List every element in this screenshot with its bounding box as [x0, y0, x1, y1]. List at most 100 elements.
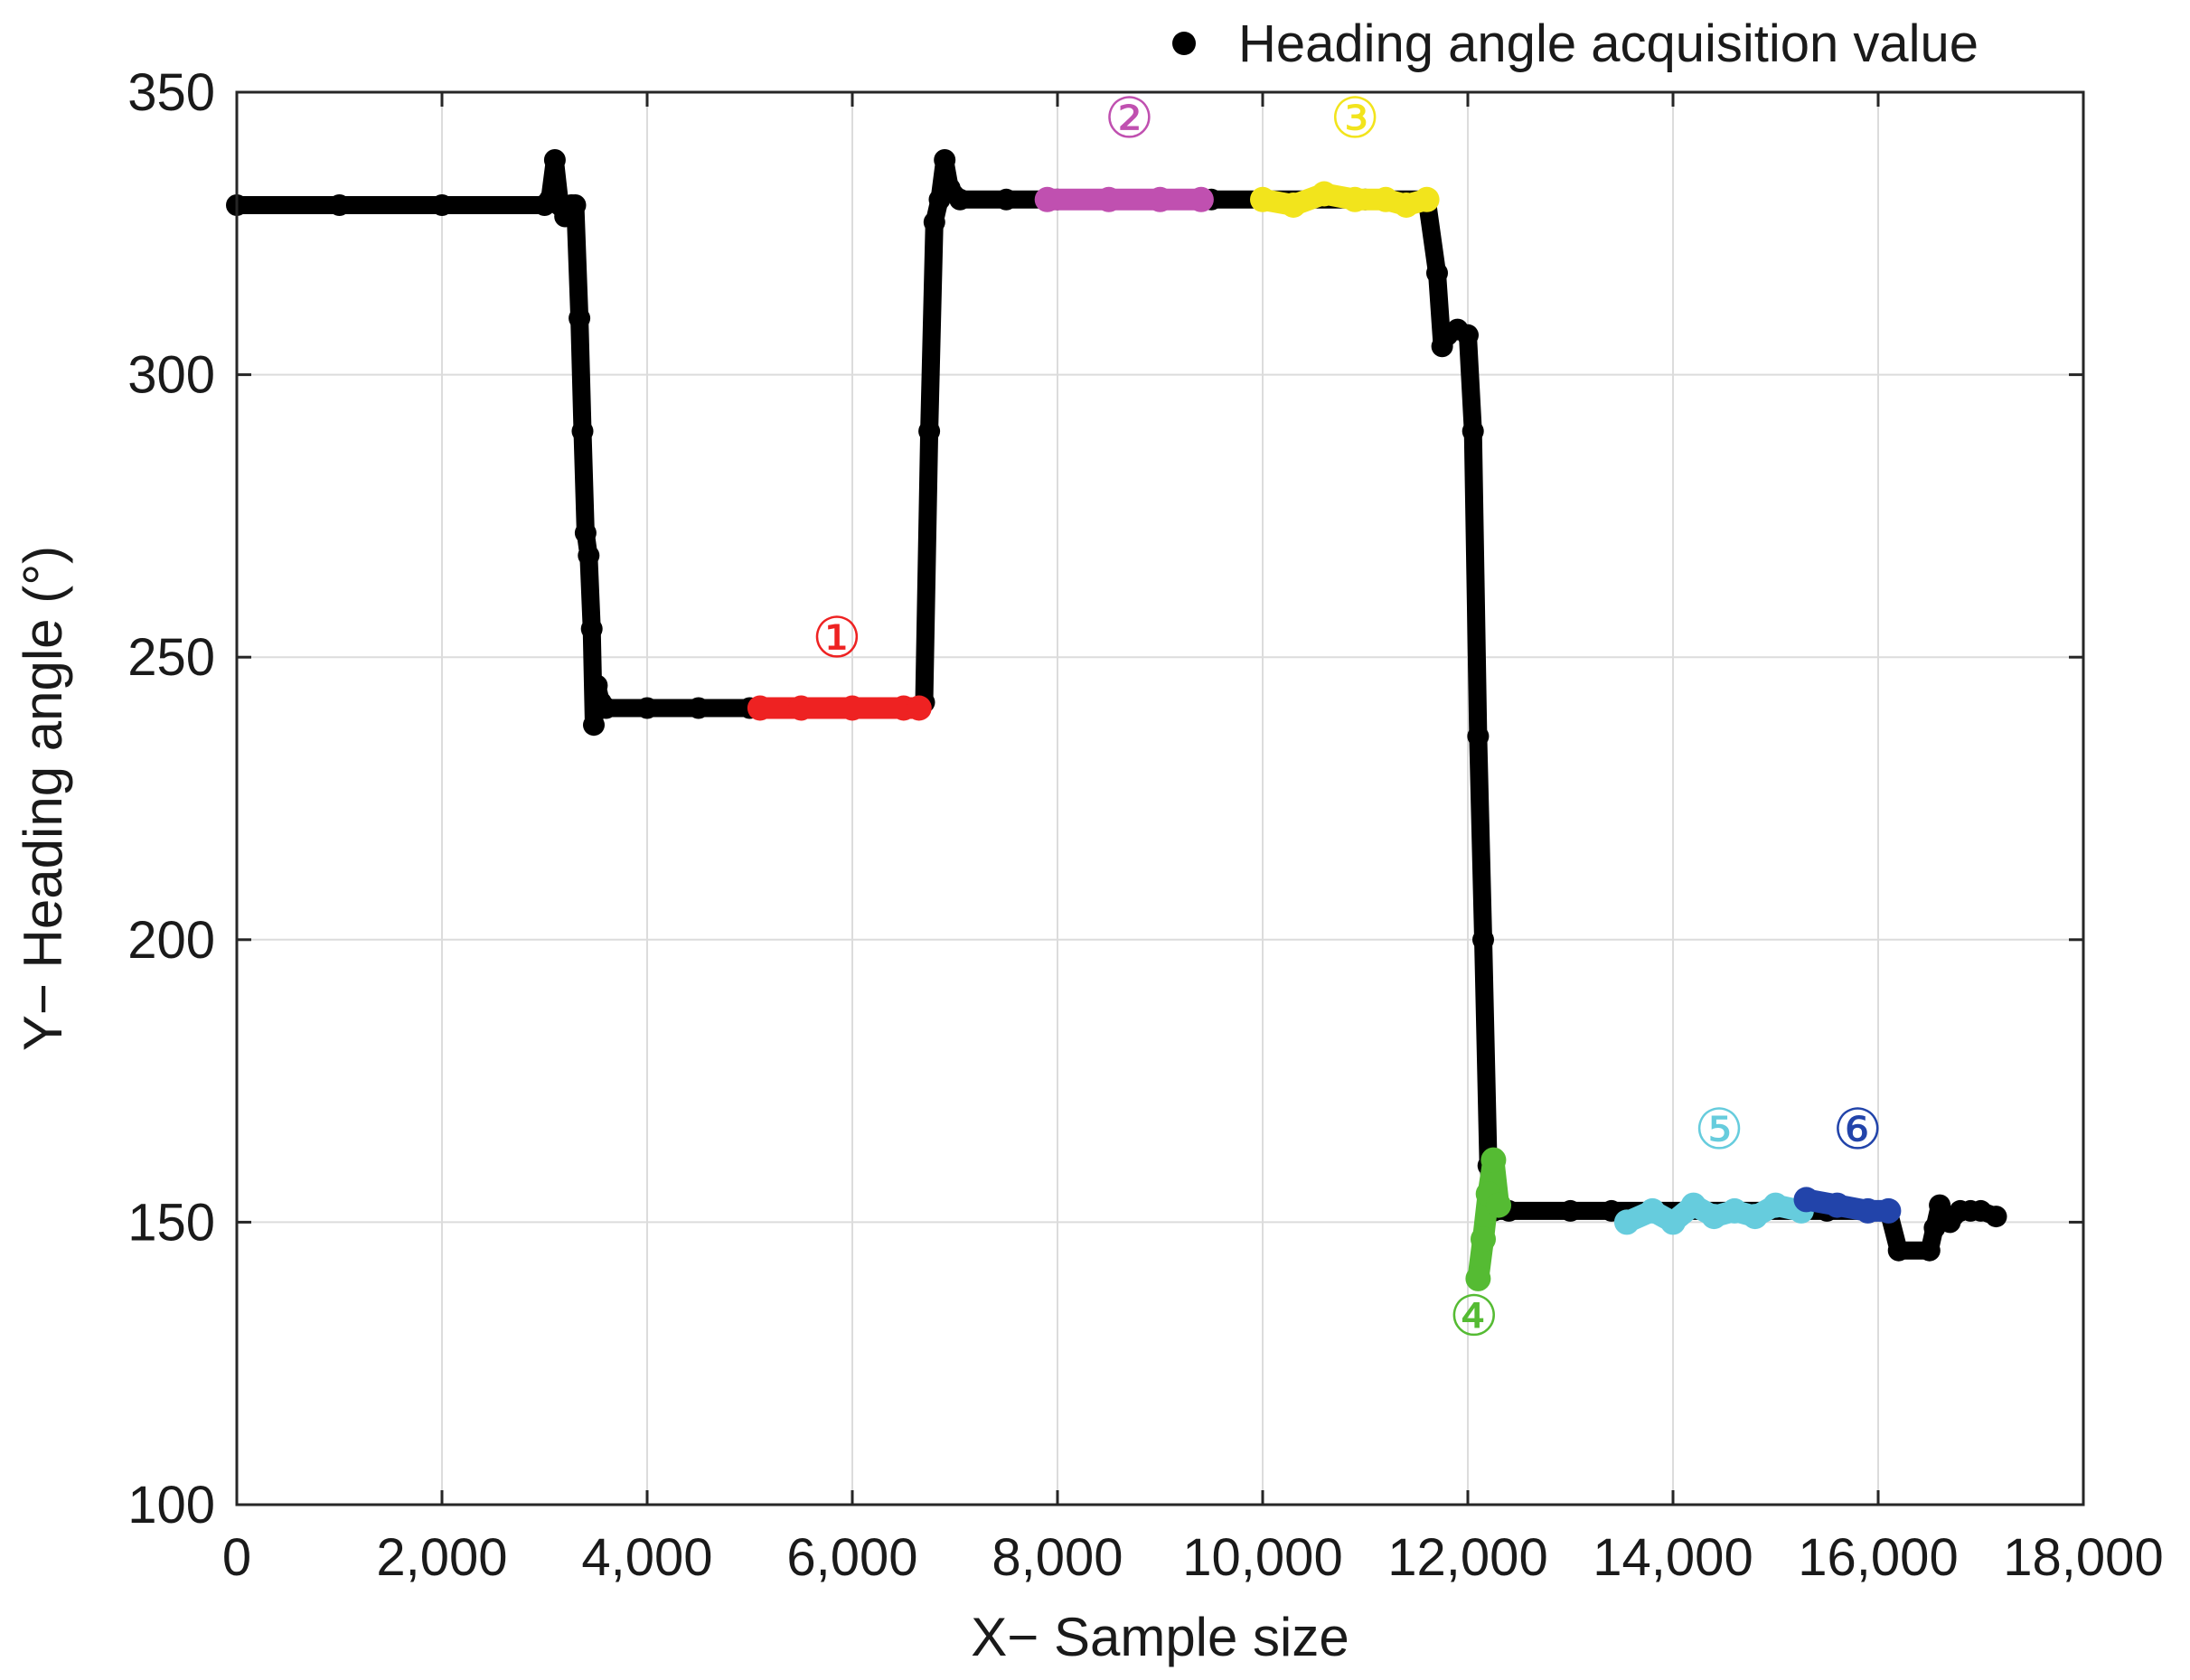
- data-point: [564, 194, 587, 216]
- x-tick-label: 0: [222, 1528, 251, 1587]
- segment-label: ②: [1104, 88, 1155, 150]
- data-point: [1462, 420, 1484, 443]
- plot-data: [226, 149, 2007, 1291]
- data-point: [1457, 324, 1479, 346]
- data-point: [1793, 1187, 1819, 1213]
- data-point: [1426, 262, 1448, 285]
- x-tick-label: 4,000: [581, 1528, 712, 1587]
- segment-label: ③: [1330, 88, 1380, 150]
- data-point: [1887, 1239, 1910, 1262]
- data-point: [1722, 1197, 1748, 1224]
- data-point: [583, 714, 605, 737]
- data-point: [687, 697, 710, 719]
- series-segment: [1465, 1147, 1511, 1291]
- data-point: [543, 149, 566, 171]
- data-point: [1250, 186, 1275, 212]
- data-point: [569, 307, 591, 330]
- data-point: [1701, 1204, 1727, 1230]
- data-point: [1640, 1197, 1666, 1224]
- grid: [236, 91, 2084, 1506]
- x-tick-label: 10,000: [1182, 1528, 1342, 1587]
- series-segment: [1613, 1192, 1814, 1235]
- x-tick-label: 16,000: [1798, 1528, 1958, 1587]
- data-point: [1472, 928, 1494, 951]
- data-point: [586, 674, 608, 697]
- data-point: [788, 695, 814, 721]
- data-point: [1486, 1192, 1511, 1218]
- data-point: [1465, 1265, 1491, 1291]
- segment-annotations: ① ② ③ ④ ⑤ ⑥: [812, 88, 1883, 1347]
- series-main: [226, 149, 2007, 1262]
- legend-label: Heading angle acquisition value: [1238, 14, 1979, 73]
- x-tick-label: 8,000: [992, 1528, 1123, 1587]
- x-tick-label: 6,000: [786, 1528, 917, 1587]
- data-point: [1480, 1147, 1507, 1173]
- data-point: [1613, 1209, 1640, 1235]
- data-point: [1393, 192, 1419, 218]
- series-segment: [747, 695, 932, 721]
- data-point: [595, 697, 617, 719]
- series-line: [1467, 1149, 1509, 1290]
- data-point: [1742, 1204, 1768, 1230]
- data-point: [1875, 1197, 1902, 1224]
- data-point: [1342, 186, 1368, 212]
- data-point: [636, 697, 658, 719]
- axis-ticks: 0 2,000 4,000 6,000 8,000 10,000 12,000 14,000 1…: [127, 63, 2163, 1587]
- series-segment: [1250, 181, 1440, 218]
- x-axis-title: X− Sample size: [971, 1607, 1349, 1667]
- data-point: [1559, 1199, 1582, 1222]
- segment-label: ①: [812, 607, 862, 670]
- data-point: [580, 617, 603, 640]
- x-tick-label: 18,000: [2003, 1528, 2163, 1587]
- data-point: [1471, 1226, 1496, 1253]
- series-segment: [1034, 186, 1214, 212]
- y-axis-title: Y− Heading angle (°): [13, 546, 73, 1051]
- x-tick-label: 14,000: [1593, 1528, 1753, 1587]
- data-point: [906, 695, 932, 721]
- data-point: [934, 149, 956, 171]
- data-point: [1311, 181, 1338, 207]
- data-point: [949, 188, 972, 211]
- data-point: [995, 188, 1018, 211]
- y-tick-label: 200: [127, 911, 215, 970]
- data-point: [574, 521, 597, 544]
- data-point: [431, 194, 453, 216]
- data-point: [1918, 1239, 1941, 1262]
- segment-label: ⑥: [1833, 1099, 1884, 1161]
- series-segment: [1793, 1187, 1902, 1224]
- data-point: [1188, 186, 1214, 212]
- data-point: [1929, 1194, 1951, 1216]
- series-line: [228, 151, 2006, 1260]
- data-point: [571, 420, 594, 443]
- data-point: [578, 544, 600, 567]
- x-tick-label: 2,000: [376, 1528, 507, 1587]
- y-tick-label: 150: [127, 1193, 215, 1252]
- y-tick-label: 300: [127, 346, 215, 405]
- data-point: [1467, 725, 1490, 747]
- data-point: [1855, 1197, 1881, 1224]
- data-point: [1373, 186, 1399, 212]
- data-point: [1281, 192, 1306, 218]
- y-tick-label: 350: [127, 63, 215, 122]
- data-point: [1660, 1209, 1686, 1235]
- data-point: [918, 420, 941, 443]
- data-point: [1034, 186, 1060, 212]
- legend-marker: [1172, 32, 1196, 55]
- data-point: [923, 211, 945, 233]
- data-point: [328, 194, 351, 216]
- legend: Heading angle acquisition value: [1172, 14, 1979, 73]
- data-point: [1985, 1206, 2007, 1228]
- y-tick-label: 250: [127, 628, 215, 687]
- segment-label: ⑤: [1694, 1099, 1744, 1161]
- x-tick-label: 12,000: [1387, 1528, 1547, 1587]
- data-point: [1680, 1192, 1706, 1218]
- data-point: [1762, 1192, 1789, 1218]
- data-point: [1095, 186, 1122, 212]
- data-point: [1147, 186, 1173, 212]
- plot-frame: [235, 90, 2085, 1506]
- data-point: [840, 695, 865, 721]
- data-point: [1824, 1192, 1850, 1218]
- data-point: [747, 695, 773, 721]
- y-tick-label: 100: [127, 1476, 215, 1535]
